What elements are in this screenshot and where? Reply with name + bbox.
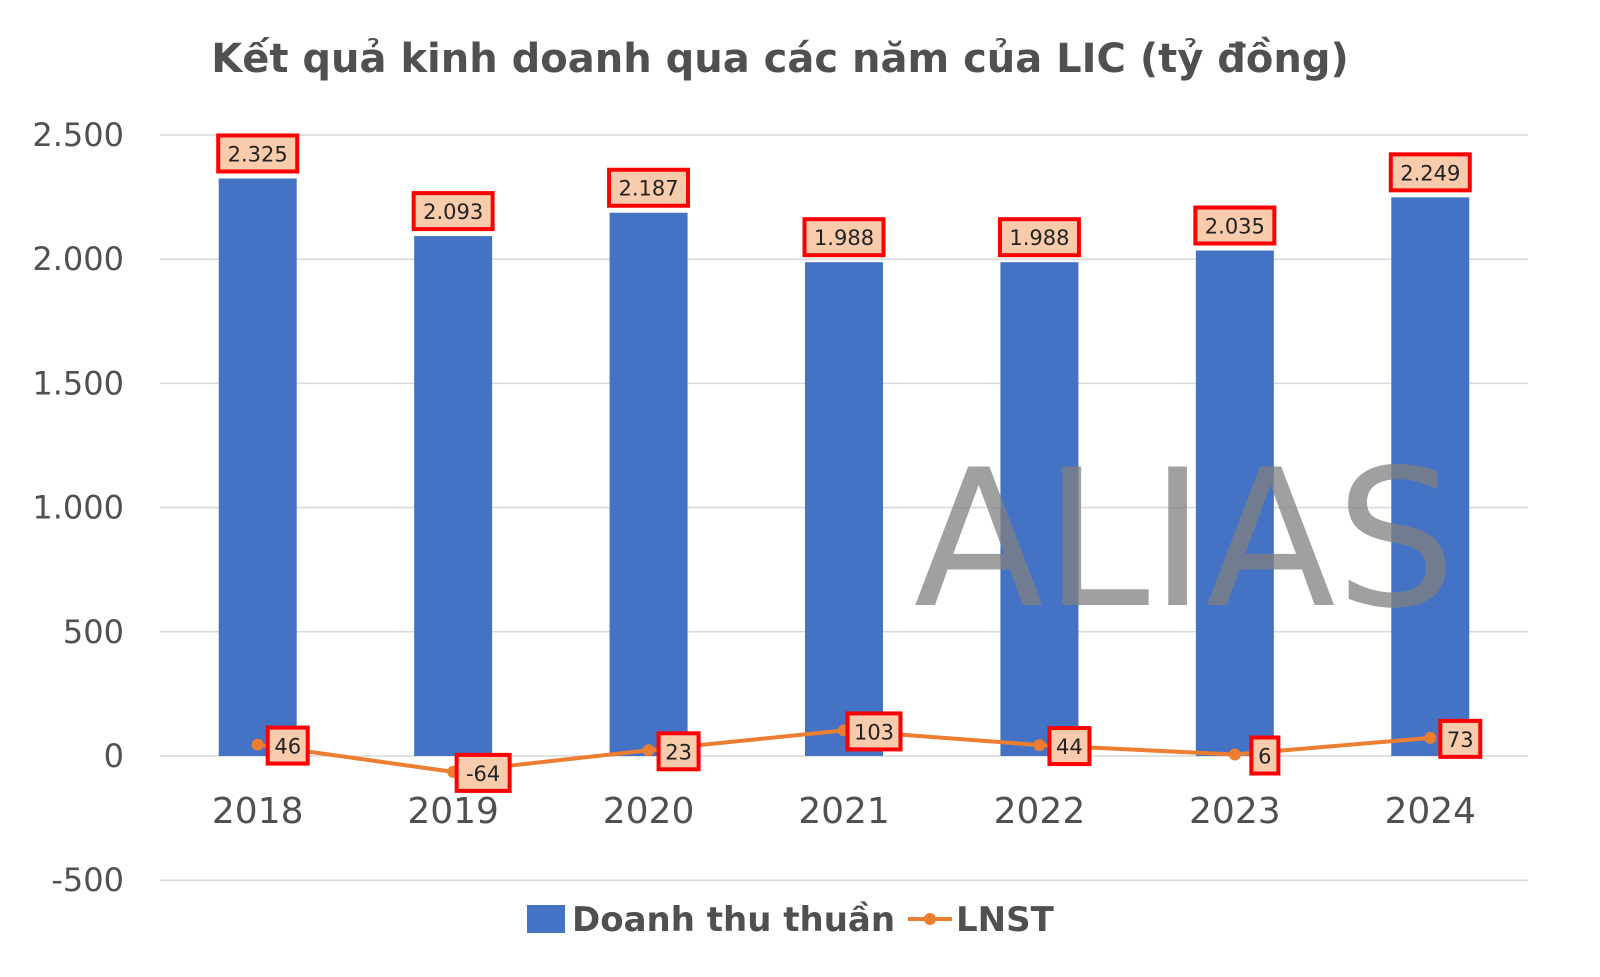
x-tick-label: 2022 <box>994 791 1086 832</box>
y-tick-label: 1.500 <box>32 364 124 402</box>
bar-data-label: 1.988 <box>997 217 1081 258</box>
bar-data-label: 2.035 <box>1193 205 1277 246</box>
line-data-label: 44 <box>1047 726 1092 767</box>
line-data-label-text: 44 <box>1056 735 1083 759</box>
bar-data-label-box <box>216 133 300 174</box>
y-tick-label: 500 <box>63 613 124 651</box>
legend-item-line: LNST <box>908 900 1055 940</box>
bar-data-label-box <box>997 217 1081 258</box>
line-point <box>1228 748 1241 761</box>
line-point <box>251 738 264 751</box>
line-data-label-box <box>845 711 903 752</box>
line-data-label-text: 46 <box>274 735 301 759</box>
chart-title: Kết quả kinh doanh qua các năm của LIC (… <box>211 36 1348 82</box>
y-tick-label: 2.000 <box>32 240 124 278</box>
watermark: ALIAS <box>914 429 1456 650</box>
bar <box>414 236 493 756</box>
line-data-label: 73 <box>1438 718 1483 759</box>
line-data-label-text: -64 <box>466 762 500 786</box>
bar-data-label: 2.093 <box>411 191 495 232</box>
bar-data-label-box <box>1193 205 1277 246</box>
x-tick-label: 2020 <box>603 791 695 832</box>
line-series <box>251 724 1437 778</box>
bar <box>218 178 297 757</box>
bar-series <box>218 178 1470 757</box>
bar <box>609 212 688 756</box>
line-data-label: 6 <box>1249 735 1281 776</box>
bar <box>1000 262 1079 756</box>
line-data-label-box <box>1047 726 1092 767</box>
bar-data-label-text: 1.988 <box>814 226 874 250</box>
bar-data-label-text: 2.187 <box>619 177 679 201</box>
line-data-label: 23 <box>656 731 701 772</box>
line-data-label-text: 23 <box>665 740 692 764</box>
line-data-label-text: 103 <box>854 720 894 744</box>
x-tick-label: 2018 <box>212 791 304 832</box>
bar-data-label-text: 2.325 <box>228 142 288 166</box>
x-tick-label: 2019 <box>407 791 499 832</box>
x-axis: 2018 2019 2020 2021 2022 2023 2024 <box>212 791 1476 832</box>
bar-data-label: 1.988 <box>802 217 886 258</box>
line-data-label-box <box>656 731 701 772</box>
line-data-label: -64 <box>454 752 512 793</box>
bar-data-label-text: 2.093 <box>423 200 483 224</box>
x-tick-label: 2021 <box>798 791 890 832</box>
bar <box>805 262 883 756</box>
bar-data-label: 2.187 <box>607 167 691 208</box>
data-labels: 2.325 2.093 2.187 1.988 1.988 2.035 2.249 46 -64… <box>216 133 1483 793</box>
line-point <box>1424 731 1437 744</box>
y-tick-label: -500 <box>51 861 124 899</box>
line-data-label-box <box>454 752 512 793</box>
bar-data-label-box <box>411 191 495 232</box>
line-data-label-box <box>1438 718 1483 759</box>
bar-data-label-text: 2.249 <box>1400 161 1460 185</box>
line-data-label-text: 6 <box>1258 745 1271 769</box>
y-tick-label: 1.000 <box>32 489 124 527</box>
bar-data-label-text: 2.035 <box>1205 215 1265 239</box>
bar-data-label-box <box>1388 152 1472 193</box>
bar-data-label: 2.249 <box>1388 152 1472 193</box>
bar <box>1195 250 1274 757</box>
legend-item-bar: Doanh thu thuần <box>527 900 895 940</box>
legend-label-line: LNST <box>956 900 1055 940</box>
bar-data-label-box <box>802 217 886 258</box>
line-data-label-box <box>265 725 310 766</box>
y-tick-label: 2.500 <box>32 116 124 154</box>
x-tick-label: 2023 <box>1189 791 1281 832</box>
line-point <box>1033 739 1046 752</box>
watermark-layer: ALIAS <box>914 429 1456 650</box>
y-axis: -500 0 500 1.000 1.500 2.000 2.500 <box>32 116 124 899</box>
line-data-label-text: 73 <box>1447 728 1474 752</box>
legend-label-bar: Doanh thu thuần <box>572 900 895 940</box>
legend-swatch-bar <box>527 905 565 933</box>
line-point <box>642 744 655 757</box>
bar-data-label-text: 1.988 <box>1009 226 1069 250</box>
bar-data-label-box <box>607 167 691 208</box>
y-tick-label: 0 <box>104 737 124 775</box>
line-data-label: 103 <box>845 711 903 752</box>
bar-data-label: 2.325 <box>216 133 300 174</box>
legend: Doanh thu thuần LNST <box>527 900 1055 940</box>
line-data-label: 46 <box>265 725 310 766</box>
x-tick-label: 2024 <box>1384 791 1476 832</box>
line-data-label-box <box>1249 735 1281 776</box>
bar <box>1391 197 1470 757</box>
legend-swatch-marker <box>924 913 936 925</box>
